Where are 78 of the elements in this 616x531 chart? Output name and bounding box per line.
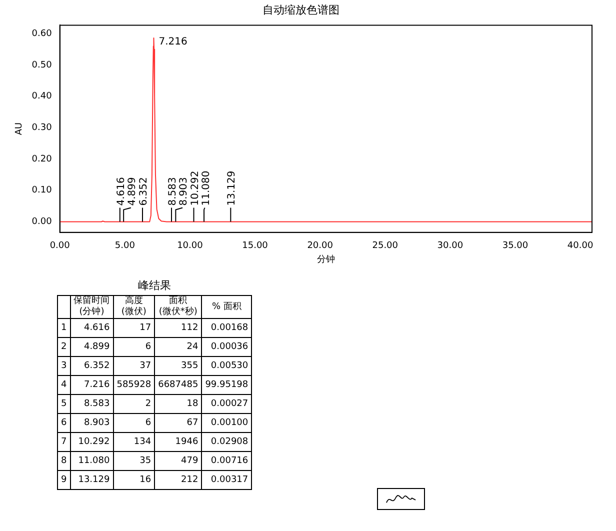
text: 8.583: [70, 394, 114, 414]
text: 6: [113, 338, 155, 356]
text: 585928: [113, 376, 155, 394]
text: 9: [58, 470, 70, 490]
text: 0.00317: [202, 470, 252, 490]
text: 16: [113, 470, 155, 490]
annotation: 7.216: [158, 36, 188, 48]
y-tick-label: 0.50: [32, 60, 52, 70]
text: 13.129: [70, 470, 114, 490]
x-tick-label: 15.00: [242, 241, 268, 252]
text: 峰结果: [137, 278, 172, 293]
text: 6: [113, 414, 155, 432]
text: 7: [58, 432, 70, 452]
text: 0.00530: [202, 356, 252, 376]
annotation: 11.080: [200, 170, 212, 206]
text: 8: [58, 452, 70, 470]
text: 保留时间 (分钟): [70, 296, 114, 318]
x-tick-label: 10.00: [177, 241, 204, 252]
text: 1946: [154, 432, 202, 452]
text: 0.00100: [202, 414, 252, 432]
text: 112: [154, 318, 202, 338]
text: 212: [154, 470, 202, 490]
text: 5: [58, 394, 70, 414]
annotation: 4.616: [116, 177, 127, 206]
text: 4.899: [70, 338, 114, 356]
annotation: 6.352: [138, 177, 150, 206]
text: 355: [154, 356, 202, 376]
annotation: 4.899: [126, 177, 138, 206]
text: 0.00027: [202, 394, 252, 414]
text: 4: [58, 376, 70, 394]
y-tick-label: 0.20: [32, 154, 52, 164]
x-tick-label: 0.00: [50, 241, 70, 252]
y-tick-label: 0.00: [32, 217, 52, 228]
text: 2: [58, 338, 70, 356]
text: 0.00716: [202, 452, 252, 470]
y-axis-title: AU: [14, 122, 25, 136]
text: 0.02908: [202, 432, 252, 452]
y-tick-label: 0.40: [32, 92, 52, 102]
annotation: 10.292: [190, 170, 201, 206]
text: 99.95198: [202, 376, 252, 394]
text: 0.00036: [202, 338, 252, 356]
text: 11.080: [70, 452, 114, 470]
text: 1: [58, 318, 70, 338]
text: 2: [113, 394, 155, 414]
text: 18: [154, 394, 202, 414]
x-axis-title: 分钟: [316, 254, 335, 265]
text: 134: [113, 432, 155, 452]
x-tick-label: 20.00: [307, 241, 334, 252]
x-tick-label: 30.00: [437, 241, 464, 252]
text: 24: [154, 338, 202, 356]
text: 高度 (微伏): [113, 296, 155, 318]
text: 6: [58, 414, 70, 432]
text: 4.616: [70, 318, 114, 338]
y-tick-label: 0.30: [32, 123, 52, 134]
text: % 面积: [202, 296, 252, 318]
text: 35: [113, 452, 155, 470]
x-tick-label: 5.00: [114, 241, 136, 252]
text: 7.216: [70, 376, 114, 394]
text: 6.352: [70, 356, 114, 376]
text: 479: [154, 452, 202, 470]
x-tick-label: 35.00: [502, 241, 528, 252]
x-tick-label: 25.00: [372, 241, 398, 252]
x-tick-label: 40.00: [567, 241, 594, 252]
text: 0.00168: [202, 318, 252, 338]
text: 3: [58, 356, 70, 376]
text: 37: [113, 356, 155, 376]
chart-title: 自动缩放色谱图: [262, 3, 340, 16]
annotation: 8.583: [168, 177, 179, 206]
text: 6687485: [154, 376, 202, 394]
text: 67: [154, 414, 202, 432]
text: 8.903: [70, 414, 114, 432]
text: 10.292: [70, 432, 114, 452]
y-tick-label: 0.60: [32, 29, 52, 40]
text: 面积 (微伏*秒): [154, 296, 202, 318]
annotation: 13.129: [226, 170, 238, 206]
y-tick-label: 0.10: [32, 186, 52, 196]
annotation: 8.903: [178, 177, 190, 206]
text: 17: [113, 318, 155, 338]
